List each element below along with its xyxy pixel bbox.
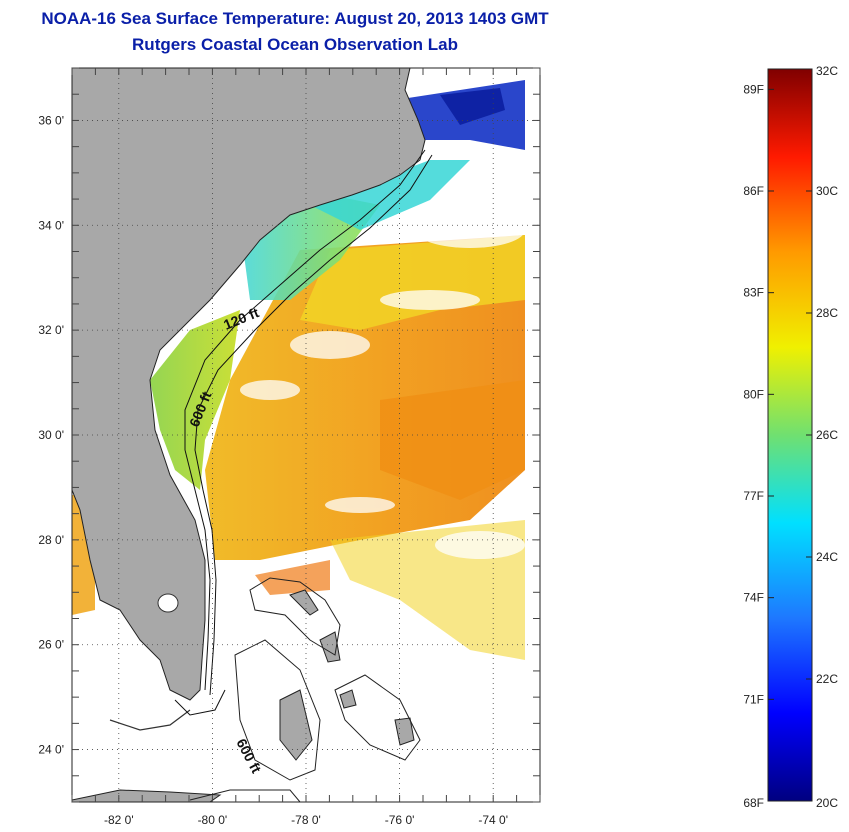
lat-tick-label: 30 0': [38, 428, 64, 442]
colorbar-celsius-label: 20C: [816, 796, 838, 810]
colorbar-fahrenheit-label: 71F: [743, 692, 764, 706]
lat-tick-label: 24 0': [38, 743, 64, 757]
lon-tick-label: -80 0': [198, 813, 228, 827]
lon-tick-label: -74 0': [478, 813, 508, 827]
bahamas-islands: [279, 589, 415, 761]
contour-120ft: [184, 149, 426, 691]
map-grid: [72, 68, 540, 802]
lat-tick-label: 36 0': [38, 113, 64, 127]
land-cuba: [72, 789, 222, 802]
colorbar-celsius-label: 26C: [816, 428, 838, 442]
colorbar-gradient: [767, 68, 813, 802]
colorbar-fahrenheit-label: 74F: [743, 591, 764, 605]
lat-tick-label: 28 0': [38, 533, 64, 547]
bathymetry-contours: [189, 577, 421, 802]
land-mainland: [72, 68, 426, 701]
colorbar-fahrenheit-label: 80F: [743, 387, 764, 401]
colorbar-fahrenheit-label: 68F: [743, 796, 764, 810]
colorbar-fahrenheit-label: 89F: [743, 82, 764, 96]
florida-keys: [109, 709, 191, 731]
colorbar-fahrenheit-label: 77F: [743, 489, 764, 503]
colorbar-celsius-label: 28C: [816, 306, 838, 320]
contour-coast-outline: [174, 689, 226, 716]
colorbar-celsius-label: 24C: [816, 550, 838, 564]
colorbar-celsius-label: 32C: [816, 64, 838, 78]
colorbar-labels: 32C 30C 28C 26C 24C 22C 20C 89F 86F 83F 80F 77F 74F 7…: [743, 64, 838, 810]
lake-okeechobee: [157, 593, 179, 613]
lat-tick-label: 34 0': [38, 218, 64, 232]
colorbar-celsius-label: 22C: [816, 672, 838, 686]
map-title: NOAA-16 Sea Surface Temperature: August …: [41, 9, 549, 28]
lon-tick-label: -76 0': [385, 813, 415, 827]
lat-tick-label: 26 0': [38, 638, 64, 652]
map-subtitle: Rutgers Coastal Ocean Observation Lab: [132, 35, 458, 54]
map-axis-ticks: 36 0' 34 0' 32 0' 30 0' 28 0' 26 0' 24 0' -82 0…: [38, 67, 541, 827]
colorbar-fahrenheit-label: 83F: [743, 286, 764, 300]
lat-tick-label: 32 0': [38, 323, 64, 337]
lon-tick-label: -82 0': [104, 813, 134, 827]
contour-600ft: [194, 154, 433, 696]
lon-tick-label: -78 0': [291, 813, 321, 827]
colorbar-fahrenheit-label: 86F: [743, 184, 764, 198]
colorbar-celsius-label: 30C: [816, 184, 838, 198]
cloud-gaps: [240, 212, 525, 559]
